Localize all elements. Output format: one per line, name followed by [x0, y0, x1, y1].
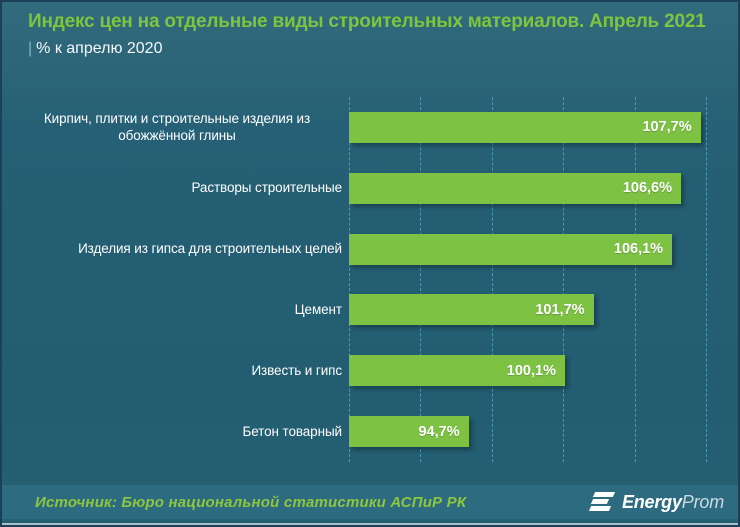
energyprom-logo-icon	[588, 491, 616, 513]
bar: 100,1%	[349, 355, 565, 387]
bar-value-label: 100,1%	[506, 362, 556, 379]
gridline	[706, 97, 707, 462]
bar: 106,1%	[349, 233, 673, 265]
bars-area: 107,7% 106,6% 106,1% 101,7% 100,1% 94,7%	[349, 97, 706, 462]
category-label: Бетон товарный	[242, 423, 342, 439]
footer-band: Источник: Бюро национальной статистики А…	[2, 485, 738, 519]
category-label: Кирпич, плитки и строительные изделия из…	[43, 110, 311, 144]
subtitle-pipe: |	[28, 40, 33, 57]
bar-value-label: 94,7%	[418, 423, 460, 440]
bar-row: 101,7%	[349, 279, 706, 340]
category-label: Растворы строительные	[191, 180, 342, 196]
category-label: Цемент	[294, 302, 342, 318]
chart-subtitle: |% к апрелю 2020	[28, 40, 162, 58]
bar: 94,7%	[349, 416, 469, 448]
bar-row: 94,7%	[349, 401, 706, 462]
bar: 101,7%	[349, 294, 594, 326]
subtitle-text: % к апрелю 2020	[36, 40, 163, 57]
chart-title: Индекс цен на отдельные виды строительны…	[28, 11, 706, 32]
bar-row: 106,6%	[349, 158, 706, 219]
bar: 106,6%	[349, 172, 681, 204]
category-label: Изделия из гипса для строительных целей	[78, 241, 342, 257]
bar: 107,7%	[349, 111, 701, 143]
bar-value-label: 107,7%	[642, 119, 692, 136]
bar-value-label: 106,1%	[613, 241, 664, 258]
logo-text-energy: Energy	[621, 491, 682, 512]
bar-row: 100,1%	[349, 340, 706, 401]
source-caption: Источник: Бюро национальной статистики А…	[35, 493, 467, 511]
category-labels: Кирпич, плитки и строительные изделия из…	[10, 97, 342, 462]
bar-value-label: 101,7%	[535, 301, 585, 318]
bar-row: 107,7%	[349, 97, 706, 158]
energyprom-logo: Energy Prom	[588, 491, 724, 513]
logo-text-prom: Prom	[681, 491, 724, 512]
bar-row: 106,1%	[349, 219, 706, 280]
bottom-edge-line	[2, 523, 738, 525]
bar-value-label: 106,6%	[622, 180, 672, 197]
category-label: Известь и гипс	[251, 362, 342, 378]
